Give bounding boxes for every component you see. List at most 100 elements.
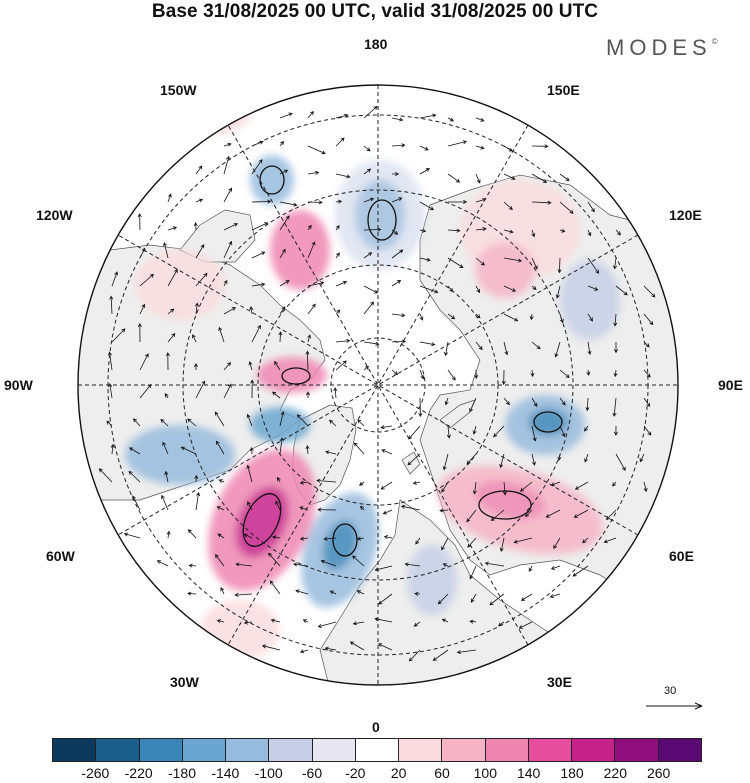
wind-arrow (307, 110, 314, 119)
wind-arrow (111, 328, 126, 343)
wind-arrow (549, 593, 561, 598)
wind-arrow (383, 535, 393, 540)
wind-arrow (499, 453, 505, 469)
wind-arrow (391, 171, 400, 176)
wind-arrow (164, 470, 169, 483)
wind-arrow (193, 221, 198, 231)
wind-arrow (469, 565, 477, 580)
wind-arrow (531, 144, 549, 149)
contour-low-b (367, 199, 397, 241)
wind-arrow (415, 537, 421, 545)
meridian-120E-60W (117, 234, 639, 536)
wind-arrow (407, 453, 421, 466)
wind-arrow (472, 481, 477, 495)
wind-arrow (329, 419, 337, 427)
wind-arrow (223, 155, 230, 175)
wind-arrow (475, 313, 481, 319)
wind-arrow (419, 168, 431, 175)
wind-arrow (216, 619, 225, 623)
wind-arrow (391, 369, 399, 376)
label-90E: 90E (718, 377, 743, 393)
wind-arrow (643, 313, 654, 326)
wind-arrow (484, 561, 505, 567)
wind-arrow (195, 380, 206, 399)
wind-arrow (503, 341, 509, 356)
wind-arrow (531, 285, 537, 290)
wind-arrow (250, 379, 255, 399)
wind-arrow (267, 552, 281, 567)
contour-low-a (259, 165, 285, 195)
wind-arrow (295, 589, 309, 595)
wind-arrow (503, 285, 517, 292)
wind-arrow (531, 425, 537, 442)
wind-arrow (441, 618, 449, 623)
colorbar-tick-label: 220 (603, 765, 628, 781)
wind-arrow (531, 453, 536, 466)
wind-arrow (475, 257, 485, 266)
wind-arrow (216, 506, 225, 511)
wind-arrow (419, 201, 435, 211)
label-150W: 150W (160, 82, 197, 98)
wind-arrow (335, 280, 348, 287)
wind-arrow (251, 251, 266, 259)
colorbar-swatch (269, 739, 313, 761)
wind-arrow (123, 532, 141, 539)
wind-arrow (335, 137, 345, 147)
wind-arrow (391, 339, 407, 344)
wind-arrow (274, 360, 281, 371)
anomaly-scandinavia-negative (407, 545, 457, 615)
wind-arrow (271, 535, 281, 540)
label-60E: 60E (669, 548, 694, 564)
wind-arrow (305, 350, 310, 371)
wind-arrow (296, 414, 309, 427)
wind-arrow (550, 565, 561, 570)
wind-arrow (195, 244, 205, 259)
wind-arrow (335, 252, 340, 259)
wind-arrow (446, 425, 451, 439)
wind-arrow (503, 173, 516, 180)
wind-arrow (272, 391, 281, 399)
wind-arrow (584, 453, 589, 463)
wind-arrow (128, 470, 141, 483)
wind-arrow (615, 453, 626, 472)
wind-arrow (335, 199, 343, 204)
wind-arrow (165, 352, 170, 371)
wind-arrow (363, 365, 370, 371)
wind-arrow (391, 117, 404, 122)
wind-arrow (587, 285, 599, 291)
colorbar-tick-label: -260 (81, 765, 110, 781)
wind-arrow (613, 313, 618, 327)
wind-arrow (378, 593, 393, 605)
wind-arrow (419, 341, 436, 347)
wind-arrow (531, 257, 538, 270)
wind-arrow (335, 173, 351, 179)
wind-arrow (195, 491, 201, 511)
colorbar-tick-label: 180 (560, 765, 584, 781)
wind-arrow (307, 170, 320, 175)
colorbar-tick-label: -220 (124, 765, 153, 781)
wind-arrow (412, 480, 421, 485)
wind-arrow (472, 425, 477, 435)
label-120W: 120W (36, 207, 73, 223)
wind-arrow (276, 476, 281, 483)
wind-arrow (432, 649, 449, 661)
wind-arrow (437, 593, 449, 605)
colorbar-swatch (658, 739, 701, 761)
anomaly-north-pacific-positive (170, 95, 250, 135)
wind-arrow (502, 481, 507, 496)
wind-arrow (380, 481, 393, 490)
wind-arrow (220, 587, 225, 595)
wind-arrow (215, 440, 225, 455)
wind-arrow (243, 620, 253, 625)
wind-arrow (279, 411, 285, 427)
colorbar-swatch (442, 739, 486, 761)
wind-arrow (555, 285, 561, 299)
wind-arrow (251, 159, 263, 175)
wind-arrow (467, 537, 477, 548)
colorbar-tick-label: -60 (301, 765, 323, 781)
wind-arrow (180, 446, 197, 455)
wind-arrow (363, 341, 380, 346)
wind-arrow (353, 442, 365, 455)
wind-arrow (444, 341, 449, 357)
